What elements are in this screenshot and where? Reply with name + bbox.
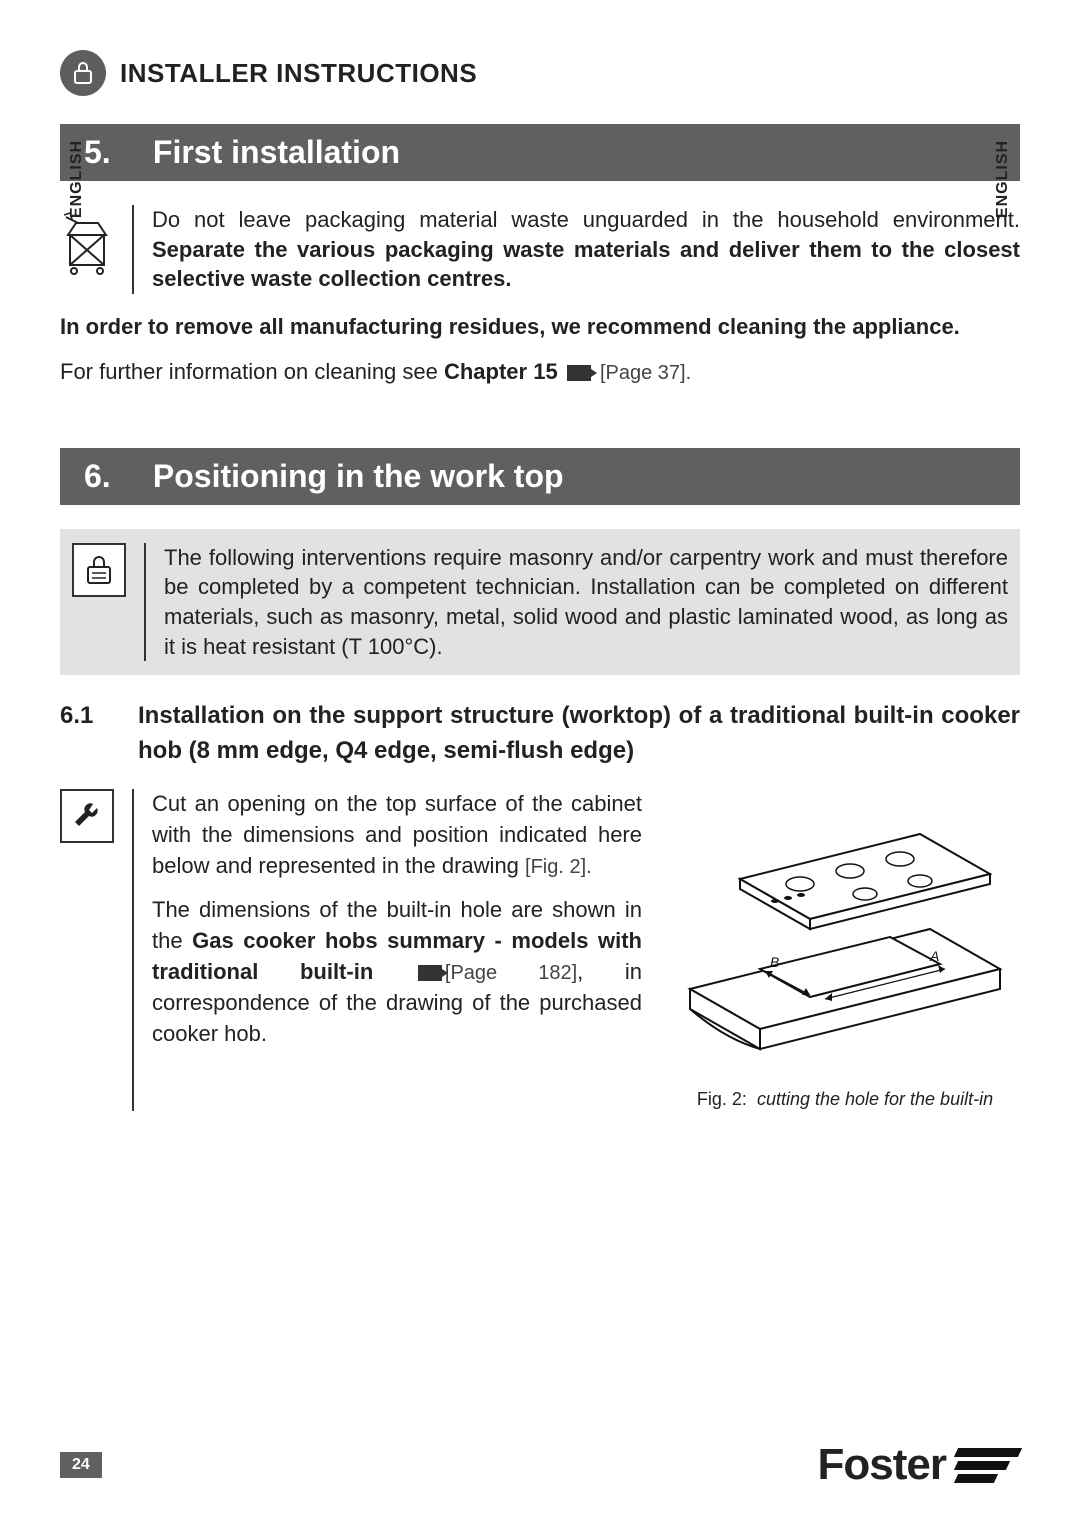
fig-label: Fig. 2:: [697, 1089, 747, 1109]
cleaning-reference: For further information on cleaning see …: [60, 357, 1020, 388]
ref-chapter: Chapter 15: [444, 359, 558, 384]
section-6-number: 6.: [84, 458, 144, 495]
separator: [132, 789, 134, 1111]
technician-icon: [72, 543, 126, 597]
section-6-title: Positioning in the work top: [153, 458, 564, 494]
separator: [132, 205, 134, 294]
wrench-icon: [60, 789, 114, 843]
subsection-6-1: 6.1 Installation on the support structur…: [60, 699, 1020, 769]
warning-text: Do not leave packaging material waste un…: [152, 207, 1020, 232]
worktop-diagram: A B: [670, 789, 1020, 1069]
separator: [144, 543, 146, 662]
warning-bold: Separate the various packaging waste mat…: [152, 237, 1020, 292]
section-6-heading: 6. Positioning in the work top: [60, 448, 1020, 505]
fig-caption-text: cutting the hole for the built-in: [757, 1089, 993, 1109]
appliance-icon: [69, 59, 97, 87]
brand-logo: Foster: [818, 1440, 1020, 1490]
ref-page: [Page 37].: [600, 362, 691, 384]
section-5-title: First installation: [153, 134, 400, 170]
p2-page: [Page 182]: [445, 962, 577, 984]
page-ref-icon: [567, 365, 591, 381]
technician-note-block: The following interventions require maso…: [60, 529, 1020, 676]
figure-2: A B Fig. 2: cutting the hole for the bui…: [670, 789, 1020, 1111]
page-footer: 24 Foster: [60, 1440, 1020, 1490]
page-number: 24: [60, 1452, 102, 1478]
packaging-warning-block: Do not leave packaging material waste un…: [60, 205, 1020, 294]
subsection-title: Installation on the support structure (w…: [138, 699, 1020, 769]
section-5-heading: 5. First installation: [60, 124, 1020, 181]
installation-block: Cut an opening on the top surface of the…: [60, 789, 1020, 1111]
installer-box-icon: [82, 553, 116, 587]
ref-intro: For further information on cleaning see: [60, 359, 444, 384]
cut-opening-text: Cut an opening on the top surface of the…: [152, 789, 642, 881]
side-language-left: ENGLISH: [68, 140, 86, 218]
brand-bars-icon: [956, 1448, 1020, 1483]
brand-name: Foster: [818, 1440, 946, 1490]
technician-note-text: The following interventions require maso…: [164, 543, 1008, 662]
installation-content: Cut an opening on the top surface of the…: [152, 789, 1020, 1111]
subsection-number: 6.1: [60, 699, 120, 769]
packaging-warning-text: Do not leave packaging material waste un…: [152, 205, 1020, 294]
doc-header: INSTALLER INSTRUCTIONS: [60, 50, 1020, 96]
dimensions-text: The dimensions of the built-in hole are …: [152, 895, 642, 1049]
p1-fig-ref: [Fig. 2].: [525, 856, 592, 878]
installer-icon: [60, 50, 106, 96]
section-5-number: 5.: [84, 134, 144, 171]
doc-header-title: INSTALLER INSTRUCTIONS: [120, 58, 477, 89]
figure-2-caption: Fig. 2: cutting the hole for the built-i…: [670, 1087, 1020, 1111]
svg-text:A: A: [929, 948, 939, 964]
side-language-right: ENGLISH: [994, 140, 1012, 218]
svg-text:B: B: [770, 954, 779, 970]
page-ref-icon: [418, 965, 442, 981]
cleaning-recommendation: In order to remove all manufacturing res…: [60, 312, 1020, 343]
